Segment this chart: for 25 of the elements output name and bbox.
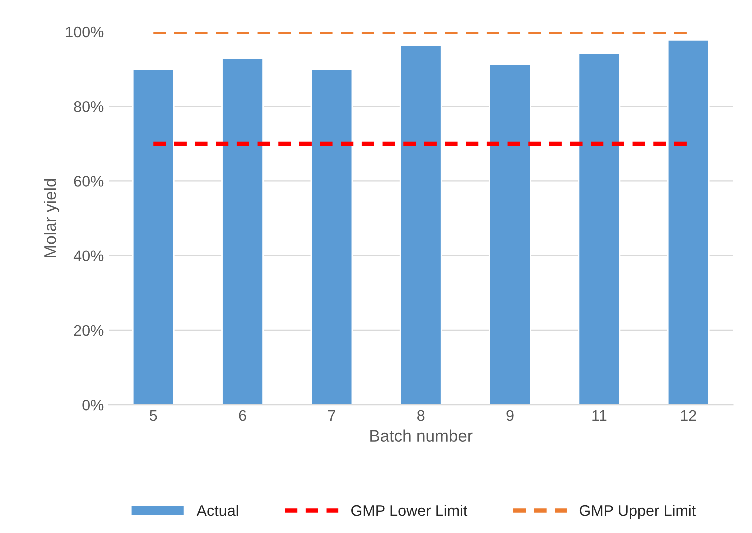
x-tick-label: 11 [592, 410, 607, 422]
bar [222, 58, 264, 406]
x-axis-title: Batch number [370, 430, 473, 442]
x-tick-label: 12 [681, 410, 696, 422]
bar [400, 44, 442, 406]
legend-label: GMP Upper Limit [580, 505, 696, 520]
bar [489, 64, 532, 406]
x-tick-label: 6 [239, 410, 246, 422]
y-tick-label: 40% [74, 250, 104, 262]
x-tick-label: 8 [418, 410, 425, 422]
x-tick-label: 9 [506, 410, 514, 422]
legend-label: Actual [196, 505, 238, 516]
legend-label: GMP Lower Limit [352, 505, 468, 516]
y-tick-label: 0% [82, 400, 104, 411]
y-axis-title: Molar yield [44, 179, 60, 258]
y-tick-label: 60% [74, 176, 104, 187]
x-tick-label: 7 [328, 410, 336, 422]
y-tick-label: 20% [74, 325, 104, 336]
bar [667, 39, 710, 406]
y-tick-label: 100% [66, 26, 104, 38]
bar [578, 52, 621, 406]
x-tick-label: 5 [150, 410, 158, 422]
bar [310, 68, 354, 406]
bar [132, 68, 175, 406]
y-tick-label: 80% [74, 101, 104, 112]
